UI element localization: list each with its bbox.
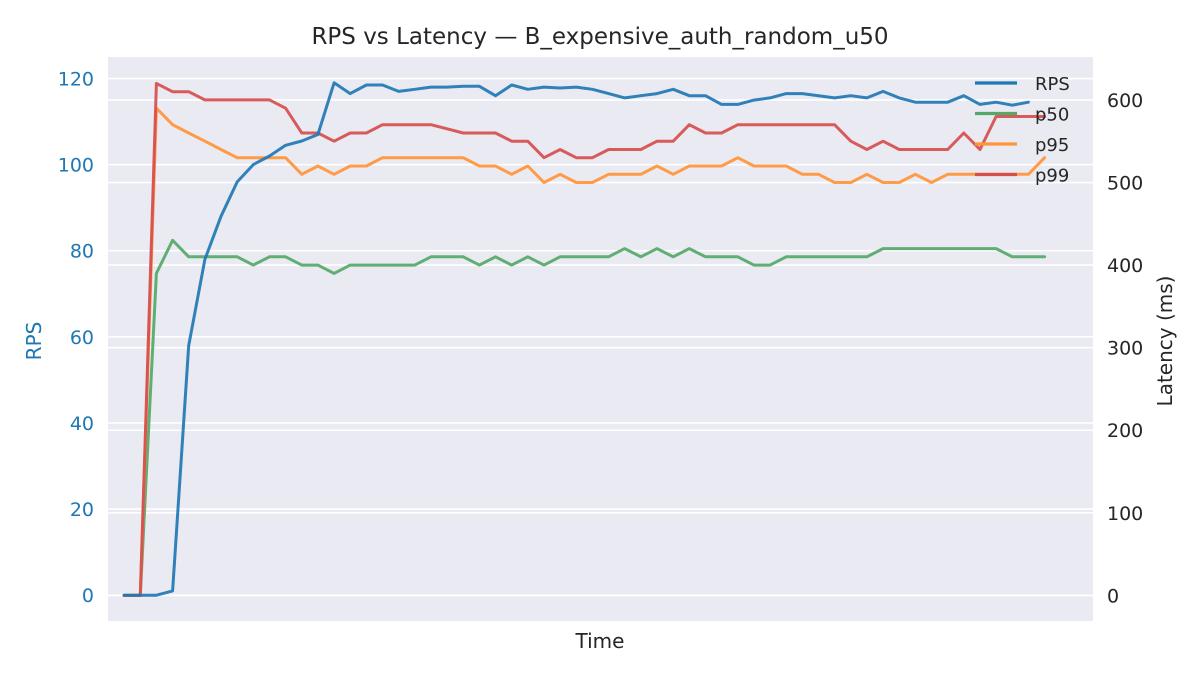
left-tick-label: 60	[70, 327, 94, 349]
series-line-rps	[122, 81, 1030, 597]
legend-label-rps: RPS	[1035, 74, 1070, 95]
right-tick-label: 100	[1107, 503, 1143, 525]
right-tick-label: 0	[1107, 585, 1119, 607]
left-axis-ticks: 0 20 40 60 80 100 120	[58, 69, 94, 608]
right-axis-label: Latency (ms)	[1153, 276, 1177, 407]
series-line-p95	[122, 106, 1047, 597]
left-axis-label: RPS	[22, 322, 46, 361]
legend-label-p99: p99	[1035, 166, 1069, 187]
left-tick-label: 80	[70, 241, 94, 263]
chart-title: RPS vs Latency — B_expensive_auth_random…	[311, 24, 888, 50]
right-tick-label: 600	[1107, 90, 1143, 112]
series-line-p99	[122, 81, 1047, 597]
legend-label-p50: p50	[1035, 105, 1069, 126]
x-axis-label: Time	[575, 629, 625, 653]
series-layer	[122, 81, 1047, 597]
right-tick-label: 500	[1107, 173, 1143, 195]
left-tick-label: 0	[82, 585, 94, 607]
series-line-p50	[122, 238, 1047, 597]
left-tick-label: 20	[70, 499, 94, 521]
right-tick-label: 200	[1107, 420, 1143, 442]
plot-background	[108, 57, 1093, 621]
left-tick-label: 100	[58, 155, 94, 177]
legend-label-p95: p95	[1035, 135, 1069, 156]
legend: RPS p50 p95 p99	[975, 74, 1070, 187]
left-tick-label: 40	[70, 413, 94, 435]
right-axis-ticks: 0 100 200 300 400 500 600	[1107, 90, 1143, 607]
right-tick-label: 400	[1107, 255, 1143, 277]
left-tick-label: 120	[58, 69, 94, 91]
right-tick-label: 300	[1107, 338, 1143, 360]
